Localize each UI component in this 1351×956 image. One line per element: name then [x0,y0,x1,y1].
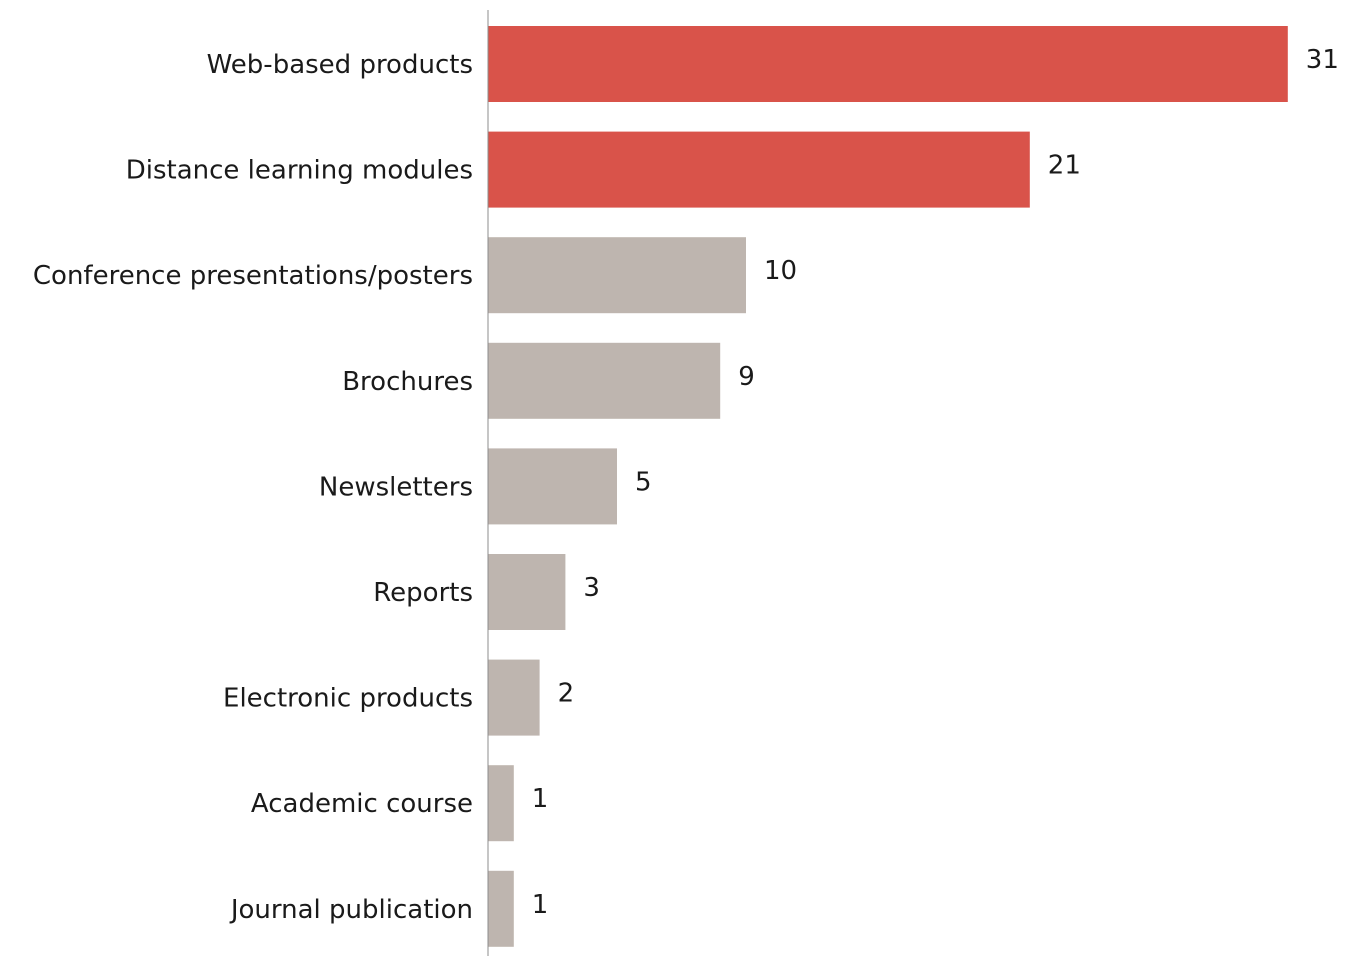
value-label-journal-publication: 1 [532,890,549,920]
value-label-electronic-products: 2 [558,679,575,709]
bar-electronic-products [488,659,540,736]
bar-reports [488,554,566,630]
bar-conference-presentations-posters [488,237,746,314]
category-label-conference-presentations-posters: Conference presentations/posters [33,261,473,291]
value-label-conference-presentations-posters: 10 [764,256,797,286]
bar-brochures [488,342,721,419]
bar-web-based-products [488,26,1288,102]
category-label-electronic-products: Electronic products [223,684,473,714]
bar-journal-publication [488,870,514,947]
category-label-journal-publication: Journal publication [229,895,473,925]
category-label-web-based-products: Web-based products [207,50,473,80]
category-label-distance-learning-modules: Distance learning modules [126,156,473,186]
value-label-brochures: 9 [738,362,755,392]
category-label-reports: Reports [373,578,473,608]
category-label-newsletters: Newsletters [319,472,473,502]
value-label-reports: 3 [583,573,600,603]
bar-newsletters [488,448,617,525]
value-label-newsletters: 5 [635,467,652,497]
value-label-distance-learning-modules: 21 [1048,151,1081,181]
bar-academic-course [488,765,514,842]
bar-distance-learning-modules [488,131,1030,208]
category-label-academic-course: Academic course [251,789,473,819]
category-label-brochures: Brochures [342,367,473,397]
category-labels-group: Web-based products Distance learning modu… [33,50,473,925]
value-label-web-based-products: 31 [1306,45,1339,75]
value-label-academic-course: 1 [532,784,549,814]
bars-group [488,26,1288,947]
